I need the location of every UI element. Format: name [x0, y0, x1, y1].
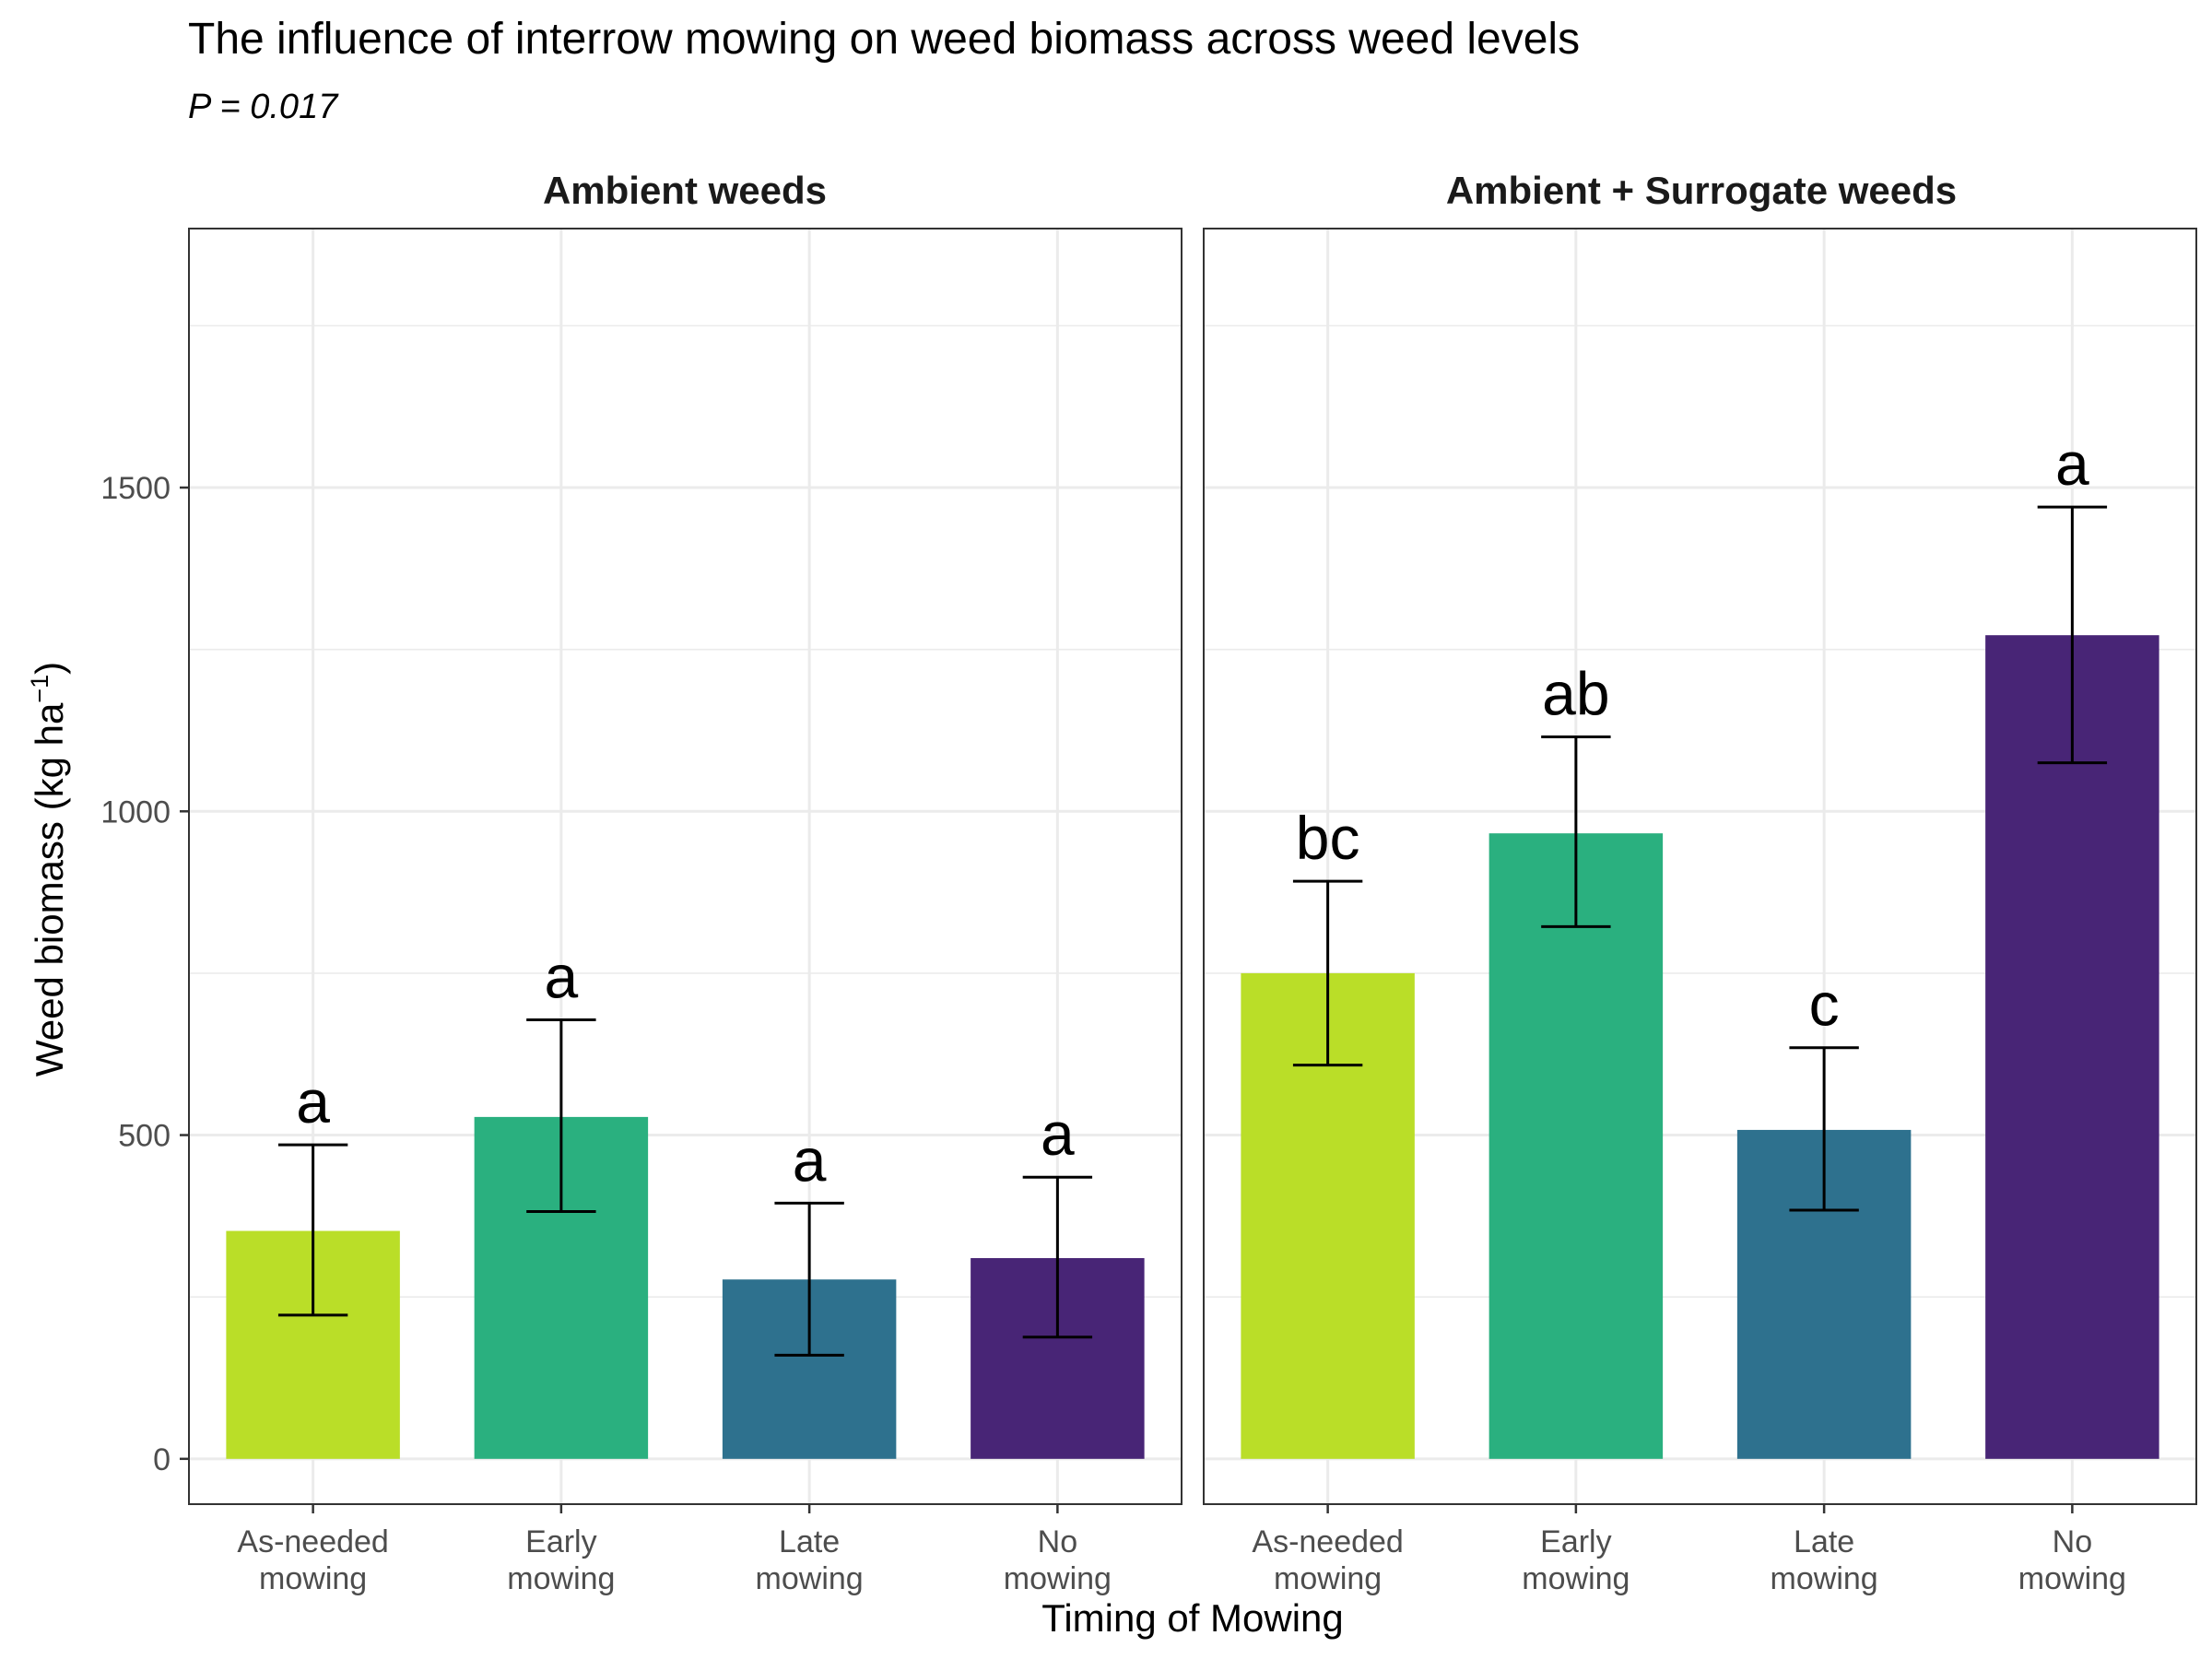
x-tick-label: Late: [1794, 1524, 1854, 1559]
x-tick-label: mowing: [1004, 1561, 1112, 1596]
significance-letter: a: [793, 1125, 827, 1194]
significance-letter: a: [545, 943, 579, 1011]
panel-title-ambient: Ambient weeds: [543, 169, 827, 212]
y-tick-label: 1500: [100, 471, 171, 506]
x-tick-label: No: [1038, 1524, 1077, 1559]
y-tick-label: 1000: [100, 794, 171, 830]
x-tick-label: mowing: [756, 1561, 864, 1596]
significance-letter: a: [296, 1067, 330, 1135]
x-tick-label: mowing: [259, 1561, 367, 1596]
panel-border: [1203, 228, 2197, 1505]
x-tick-label: Early: [1540, 1524, 1611, 1559]
x-tick-label: Late: [779, 1524, 840, 1559]
y-axis-label-sup: −1: [26, 675, 53, 703]
significance-letter: a: [2055, 429, 2089, 498]
y-tick-label: 0: [153, 1442, 171, 1477]
x-tick-label: Early: [525, 1524, 596, 1559]
panel-title-surrogate: Ambient + Surrogate weeds: [1446, 169, 1957, 212]
y-axis-label-close: ): [28, 662, 71, 675]
x-tick-label: mowing: [2018, 1561, 2126, 1596]
chart-subtitle: P = 0.017: [188, 88, 339, 126]
bar: [1488, 833, 1664, 1459]
y-tick-label: 500: [118, 1119, 171, 1154]
chart-title: The influence of interrow mowing on weed…: [188, 15, 1580, 64]
significance-letter: a: [1041, 1100, 1075, 1168]
x-tick-label: No: [2053, 1524, 2092, 1559]
x-tick-label: mowing: [1274, 1561, 1382, 1596]
significance-letter: ab: [1542, 659, 1609, 727]
bar: [1985, 635, 2159, 1459]
significance-letter: c: [1809, 971, 1840, 1039]
y-axis-label: Weed biomass (kg ha−1): [26, 662, 71, 1077]
x-axis-label: Timing of Mowing: [1041, 1596, 1344, 1640]
y-axis-label-main: Weed biomass (kg ha: [28, 702, 71, 1077]
x-tick-label: As-needed: [1252, 1524, 1403, 1559]
x-tick-label: mowing: [1771, 1561, 1878, 1596]
x-tick-label: mowing: [507, 1561, 615, 1596]
x-tick-label: As-needed: [237, 1524, 388, 1559]
x-tick-label: mowing: [1522, 1561, 1630, 1596]
panel-border: [188, 228, 1182, 1505]
significance-letter: bc: [1296, 804, 1360, 872]
